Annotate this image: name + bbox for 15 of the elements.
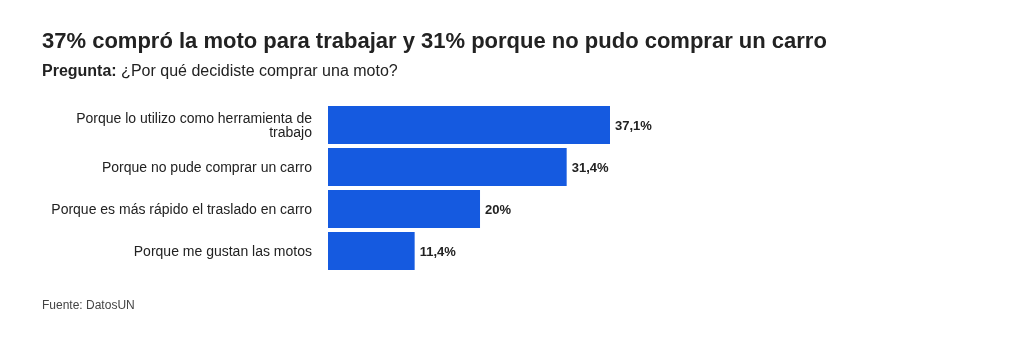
source-note: Fuente: DatosUN xyxy=(42,298,136,312)
data-label: 31,4% xyxy=(571,159,609,175)
data-label: 11,4% xyxy=(419,243,457,259)
chart-subtitle: Pregunta: ¿Por qué decidiste comprar una moto? xyxy=(42,62,399,80)
chart-title: 37% compró la moto para trabajar y 31% porque no pudo comprar un carro xyxy=(42,28,828,54)
bar xyxy=(328,148,567,186)
bar xyxy=(328,106,610,144)
data-label: 37,1% xyxy=(615,117,653,133)
data-label: 20% xyxy=(485,201,512,217)
y-tick-label: Porque lo utilizo como herramienta de trabajo xyxy=(76,109,313,140)
y-tick-label: Porque es más rápido el traslado en carro xyxy=(51,200,313,217)
bar xyxy=(328,232,415,270)
bar xyxy=(328,190,481,228)
y-tick-label: Porque no pude comprar un carro xyxy=(101,158,313,175)
y-tick-label: Porque me gustan las motos xyxy=(133,242,312,259)
